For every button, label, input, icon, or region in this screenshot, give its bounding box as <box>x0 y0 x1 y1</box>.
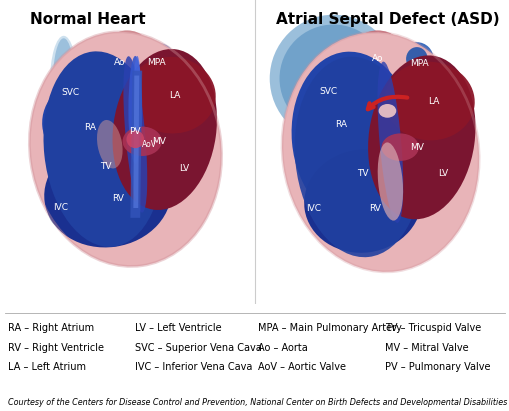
Text: AoV – Aortic Valve: AoV – Aortic Valve <box>257 362 345 372</box>
Ellipse shape <box>42 75 150 169</box>
Ellipse shape <box>384 62 474 140</box>
Text: SVC: SVC <box>319 87 337 96</box>
Ellipse shape <box>367 55 474 219</box>
Text: Atrial Septal Defect (ASD): Atrial Septal Defect (ASD) <box>275 12 498 27</box>
Ellipse shape <box>377 142 402 221</box>
Text: LV – Left Ventricle: LV – Left Ventricle <box>135 323 221 333</box>
Ellipse shape <box>294 57 420 257</box>
Text: MV – Mitral Valve: MV – Mitral Valve <box>384 343 468 353</box>
Text: SVC – Superior Vena Cava: SVC – Superior Vena Cava <box>135 343 262 353</box>
Text: Courtesy of the Centers for Disease Control and Prevention, National Center on B: Courtesy of the Centers for Disease Cont… <box>8 398 506 407</box>
Text: MV: MV <box>409 143 423 152</box>
Text: MPA: MPA <box>410 59 428 68</box>
Text: LA: LA <box>168 91 180 99</box>
Ellipse shape <box>147 50 171 76</box>
Text: LV: LV <box>179 164 189 173</box>
Ellipse shape <box>269 15 397 142</box>
Text: MPA – Main Pulmonary Artery: MPA – Main Pulmonary Artery <box>257 323 401 333</box>
Text: RV: RV <box>368 205 380 213</box>
Ellipse shape <box>112 49 216 210</box>
Ellipse shape <box>50 36 77 129</box>
Text: PV: PV <box>129 127 141 136</box>
Ellipse shape <box>281 32 478 272</box>
Text: RA: RA <box>84 123 96 132</box>
Ellipse shape <box>303 150 421 253</box>
Ellipse shape <box>190 132 217 147</box>
Ellipse shape <box>127 57 215 134</box>
Ellipse shape <box>97 120 122 169</box>
Text: IVC – Inferior Vena Cava: IVC – Inferior Vena Cava <box>135 362 252 372</box>
Polygon shape <box>133 76 139 208</box>
Ellipse shape <box>123 56 147 212</box>
Ellipse shape <box>381 134 418 161</box>
Text: SVC: SVC <box>62 88 79 97</box>
Text: IVC: IVC <box>53 203 68 212</box>
Ellipse shape <box>126 130 144 148</box>
Ellipse shape <box>44 139 171 247</box>
Text: IVC: IVC <box>306 205 321 213</box>
Ellipse shape <box>310 68 332 119</box>
Text: Normal Heart: Normal Heart <box>31 12 146 27</box>
Ellipse shape <box>400 42 433 76</box>
Ellipse shape <box>102 30 153 81</box>
Text: LA – Left Atrium: LA – Left Atrium <box>8 362 86 372</box>
Text: RV – Right Ventricle: RV – Right Ventricle <box>8 343 103 353</box>
Ellipse shape <box>405 47 427 71</box>
Text: AoV: AoV <box>142 140 156 149</box>
Ellipse shape <box>107 35 147 76</box>
Polygon shape <box>130 71 142 218</box>
Ellipse shape <box>300 185 322 226</box>
Text: LA: LA <box>427 97 438 106</box>
Text: TV – Tricuspid Valve: TV – Tricuspid Valve <box>384 323 480 333</box>
Text: Ao – Aorta: Ao – Aorta <box>257 343 307 353</box>
Text: RA: RA <box>335 120 347 129</box>
Text: LV: LV <box>437 169 447 178</box>
Ellipse shape <box>43 51 162 247</box>
Text: MPA: MPA <box>147 58 166 67</box>
Text: Ao: Ao <box>114 58 125 67</box>
Text: TV: TV <box>100 162 111 171</box>
Text: RV: RV <box>111 194 123 203</box>
Ellipse shape <box>358 35 395 69</box>
Ellipse shape <box>377 62 403 223</box>
Text: PV – Pulmonary Valve: PV – Pulmonary Valve <box>384 362 490 372</box>
Ellipse shape <box>279 25 387 132</box>
Ellipse shape <box>291 52 414 223</box>
Ellipse shape <box>128 56 142 164</box>
Ellipse shape <box>122 127 161 156</box>
Ellipse shape <box>47 181 67 225</box>
Ellipse shape <box>143 43 174 74</box>
Ellipse shape <box>350 30 404 78</box>
Ellipse shape <box>133 56 141 144</box>
Ellipse shape <box>186 110 215 129</box>
Ellipse shape <box>30 32 221 266</box>
Ellipse shape <box>378 104 395 118</box>
Text: MV: MV <box>152 137 165 146</box>
Text: TV: TV <box>356 169 368 178</box>
Ellipse shape <box>445 124 471 141</box>
Ellipse shape <box>53 38 74 127</box>
Text: Ao: Ao <box>371 54 383 63</box>
Ellipse shape <box>62 99 114 125</box>
Text: RA – Right Atrium: RA – Right Atrium <box>8 323 94 333</box>
